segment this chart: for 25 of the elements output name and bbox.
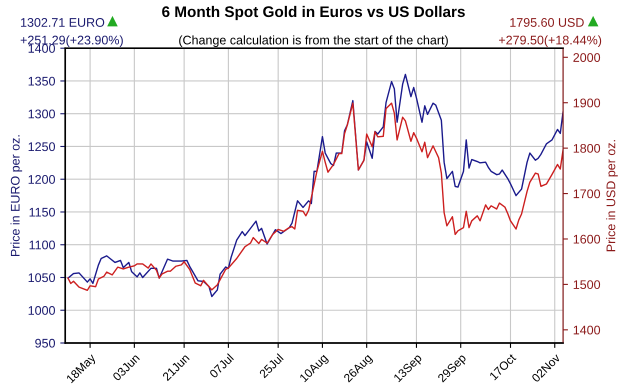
y2-tick-label: 2000 bbox=[573, 53, 600, 62]
y-tick-label: 950 bbox=[35, 338, 55, 348]
line-series bbox=[67, 74, 564, 298]
y2-tick-label: 1900 bbox=[574, 98, 600, 108]
y2-tick-label: 1600 bbox=[574, 234, 600, 244]
text: +279.50(+18.44%) bbox=[498, 35, 602, 47]
y2-tick-label: 1800 bbox=[574, 144, 600, 153]
y2-axis-title: Price in USD per oz. bbox=[606, 140, 618, 252]
y2-tick-label: 1500 bbox=[574, 280, 600, 290]
y-tick-label: 1000 bbox=[28, 306, 55, 315]
y2-tick-label: 1400 bbox=[574, 326, 600, 334]
y-axis-title: Price in EURO per oz. bbox=[10, 135, 22, 256]
text: 1302.71 EURO bbox=[21, 18, 104, 27]
line-series bbox=[67, 102, 564, 292]
y-tick-label: 1200 bbox=[28, 175, 55, 184]
chart-title: 6 Month Spot Gold in Euros vs US Dollars bbox=[162, 6, 465, 20]
y-tick-label: 1050 bbox=[28, 273, 55, 282]
y-tick-label: 1300 bbox=[28, 110, 55, 118]
y-tick-label: 1350 bbox=[28, 76, 55, 86]
y-tick-label: 1150 bbox=[30, 208, 55, 217]
y2-tick-label: 1700 bbox=[574, 189, 600, 198]
text: 1795.60 USD bbox=[510, 18, 584, 27]
y-tick-label: 1100 bbox=[30, 240, 55, 250]
text: (Change calculation is from the start of the chart) bbox=[179, 35, 448, 47]
y-tick-label: 1250 bbox=[28, 142, 55, 152]
